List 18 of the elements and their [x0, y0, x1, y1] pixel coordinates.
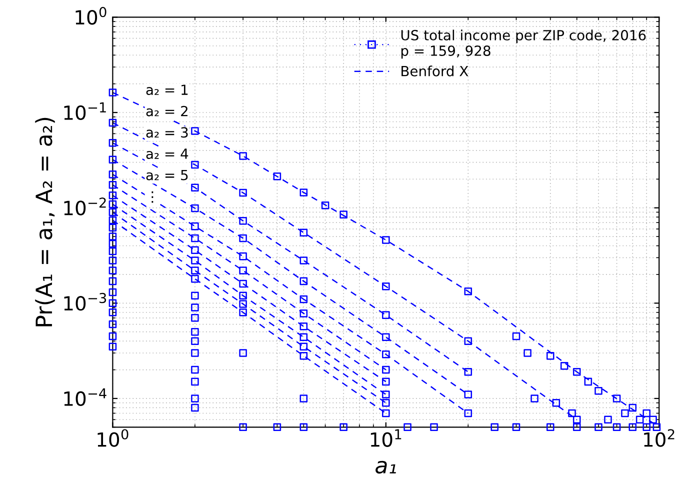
x-axis-title: a₁	[376, 460, 396, 474]
annotation: a₂ = 2	[146, 106, 188, 116]
annotation: a₂ = 5	[146, 170, 188, 180]
annotation: a₂ = 4	[146, 148, 188, 159]
y-axis-title: Pr(A₁ = a₁, A₂ = a₂)	[35, 118, 55, 326]
annotation: ⋮	[152, 191, 154, 203]
annotation: a₂ = 1	[146, 84, 188, 96]
y-tick-label: 10$^{0}$	[76, 6, 106, 25]
y-tick-label: 10$^{−1}$	[64, 102, 106, 120]
legend-label: Benford X	[402, 66, 468, 76]
x-tick-label: 10$^{0}$	[98, 429, 128, 447]
annotation: a₂ = 3	[146, 127, 188, 138]
legend-label: US total income per ZIP code, 2016 p = 159, 928	[401, 30, 646, 59]
y-tick-label: 10$^{−3}$	[64, 292, 106, 311]
x-tick-label: 10$^{1}$	[370, 429, 402, 447]
y-tick-label: 10$^{−2}$	[64, 198, 106, 216]
x-tick-label: 10$^{2}$	[644, 429, 674, 447]
y-tick-label: 10$^{−4}$	[64, 388, 106, 406]
